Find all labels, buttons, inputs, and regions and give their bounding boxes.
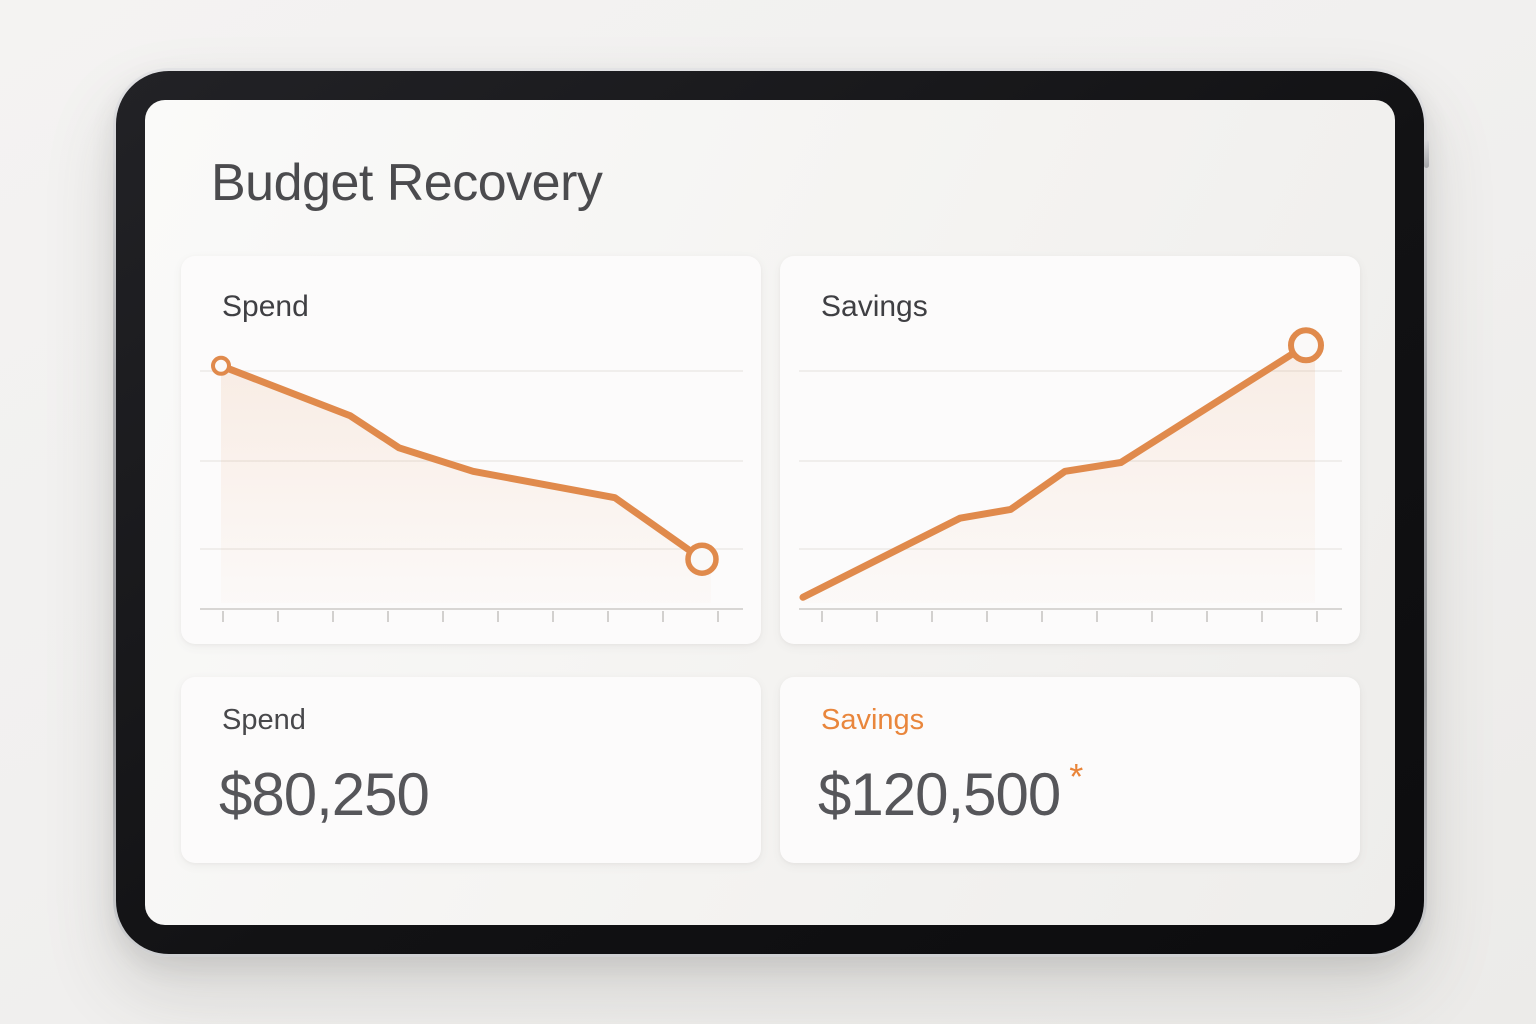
savings-summary-label: Savings — [821, 704, 925, 736]
chart-area-fill — [221, 365, 711, 603]
savings-chart-label: Savings — [821, 290, 928, 323]
tablet-side-button — [1424, 140, 1429, 168]
savings-summary-value: $120,500 * — [818, 759, 1083, 825]
page-title: Budget Recovery — [211, 154, 603, 212]
chart-start-point-marker — [211, 355, 231, 376]
savings-line-chart — [799, 327, 1342, 622]
spend-summary-value: $80,250 — [219, 761, 430, 828]
chart-end-point-marker — [1288, 327, 1324, 364]
spend-chart-label: Spend — [222, 290, 309, 323]
spend-line-chart — [200, 355, 743, 622]
spend-summary-label: Spend — [222, 704, 306, 736]
savings-summary-amount: $120,500 — [818, 761, 1061, 828]
savings-summary-card: Savings $120,500 * — [780, 677, 1360, 863]
chart-end-point-marker — [685, 542, 719, 576]
tablet-screen: Budget Recovery Spend Savings Spend $80,… — [145, 100, 1395, 925]
footnote-asterisk-icon: * — [1069, 756, 1084, 797]
savings-chart-card: Savings — [780, 256, 1360, 644]
chart-area-fill — [803, 345, 1315, 603]
spend-chart-card: Spend — [181, 256, 761, 644]
spend-summary-card: Spend $80,250 — [181, 677, 761, 863]
tablet-device-frame: Budget Recovery Spend Savings Spend $80,… — [113, 68, 1429, 957]
chart-data-line — [217, 362, 706, 563]
chart-data-line — [799, 341, 1310, 601]
tablet-bezel: Budget Recovery Spend Savings Spend $80,… — [116, 71, 1424, 954]
